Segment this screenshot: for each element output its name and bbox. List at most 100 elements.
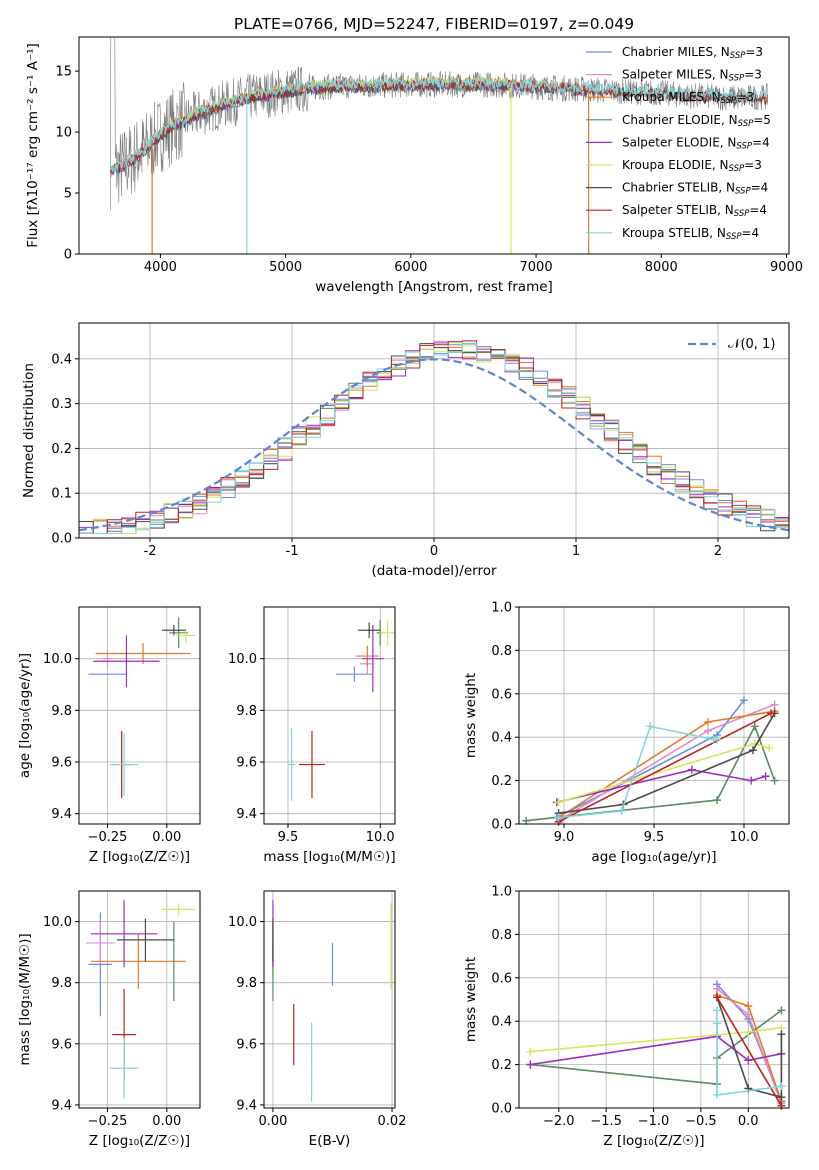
weight-marker <box>554 798 563 807</box>
histogram-krou_elodie <box>79 341 789 538</box>
weight-marker <box>646 722 655 731</box>
weight-marker <box>765 744 774 753</box>
y-axis-label: mass weight <box>463 673 479 758</box>
y-tick-label: 0.2 <box>491 1058 512 1073</box>
errorbar-krou_stelib <box>287 728 296 801</box>
weight-marker <box>761 772 770 781</box>
weight-marker <box>740 696 748 705</box>
normal-curve <box>79 358 789 532</box>
errorbar-krou_miles <box>356 645 379 667</box>
weight-marker <box>777 1093 786 1102</box>
y-axis-label: mass weight <box>463 957 479 1042</box>
y-tick-label: 0.0 <box>491 1102 512 1117</box>
x-tick-label: 9.0 <box>554 830 575 845</box>
weight-line-krou_elodie <box>558 742 770 804</box>
x-tick-label: 10.0 <box>730 830 759 845</box>
plot-area <box>109 37 768 254</box>
weight-marker <box>777 1006 786 1015</box>
axes-weight_vs_z: −2.0 −1.5 −1.0 −0.5 0.0 0.0 0.2 0.4 0.6 0.8 1.0 Z [… <box>463 885 790 1149</box>
y-tick-label: 10.0 <box>228 915 257 930</box>
plot-area <box>86 900 196 1099</box>
x-axis-label: wavelength [Angstrom, rest frame] <box>315 279 553 295</box>
y-tick-label: 0.0 <box>51 532 72 547</box>
errorbar-chab_stelib <box>116 918 174 962</box>
legend-label: Salpeter MILES, NSSP=3 <box>622 68 762 84</box>
y-tick-label: 0.6 <box>491 687 512 702</box>
weight-marker <box>750 722 759 731</box>
y-tick-label: 9.4 <box>51 1098 72 1113</box>
weight-marker <box>770 776 779 785</box>
y-tick-label: 0.4 <box>51 352 72 367</box>
x-tick-label: −1.0 <box>638 1114 670 1129</box>
x-tick-label: 1 <box>572 544 580 559</box>
weight-line-salp_elodie <box>556 768 766 804</box>
weight-marker <box>687 765 696 774</box>
histogram-krou_stelib <box>79 342 789 538</box>
y-tick-label: 9.8 <box>51 976 72 991</box>
x-axis-label: age [log₁₀(age/yr)] <box>591 849 716 865</box>
weight-marker <box>617 806 626 815</box>
plot-area <box>88 617 196 799</box>
x-tick-label: −0.25 <box>88 830 128 845</box>
plot-area <box>287 619 395 801</box>
errorbar-salp_elodie <box>90 900 158 968</box>
y-tick-label: 9.6 <box>51 1037 72 1052</box>
legend-label: Kroupa STELIB, NSSP=4 <box>622 226 759 242</box>
x-tick-label: 5000 <box>269 260 302 275</box>
errorbar-salp_elodie <box>93 635 160 688</box>
errorbar-krou_miles <box>90 933 186 989</box>
x-tick-label: 0.00 <box>258 1114 287 1129</box>
axes-spectrum: 4000 5000 6000 7000 8000 9000 0 5 10 15 wavelength… <box>25 36 803 295</box>
x-tick-label: 9000 <box>770 260 803 275</box>
plot-area <box>526 980 786 1110</box>
weight-line-salp_elodie <box>530 1035 782 1066</box>
plot-area <box>272 900 392 1102</box>
figure-title: PLATE=0766, MJD=52247, FIBERID=0197, z=0… <box>234 15 634 33</box>
y-axis-label: Normed distribution <box>21 363 37 498</box>
y-tick-label: 10.0 <box>43 915 72 930</box>
weight-marker <box>744 1056 753 1065</box>
weight-marker <box>704 726 712 735</box>
axes-weight_vs_age: 9.0 9.5 10.0 0.0 0.2 0.4 0.6 0.8 1.0 age [log₁₀(a… <box>463 601 790 865</box>
weight-line-salp_miles <box>559 703 775 821</box>
legend-label: Chabrier MILES, NSSP=3 <box>622 45 763 61</box>
errorbar-chab_stelib <box>358 622 381 638</box>
y-tick-label: 9.8 <box>236 704 257 719</box>
y-tick-label: 0.8 <box>491 928 512 943</box>
weight-marker <box>713 735 721 744</box>
legend-label: Kroupa ELODIE, NSSP=3 <box>622 158 762 174</box>
y-tick-label: 5 <box>64 187 72 202</box>
x-tick-label: 10.0 <box>366 830 395 845</box>
x-tick-label: -2 <box>144 544 157 559</box>
y-tick-label: 9.4 <box>236 1098 257 1113</box>
legend-label: Salpeter ELODIE, NSSP=4 <box>622 135 770 151</box>
axes-frame <box>78 36 790 255</box>
y-tick-label: 9.8 <box>236 976 257 991</box>
x-tick-label: 0.0 <box>738 1114 759 1129</box>
axes-age_vs_z: −0.25 0.00 9.4 9.6 9.8 10.0 Z [log₁₀(Z/Z☉)] age… <box>17 606 201 865</box>
errorbar-krou_miles <box>95 643 191 664</box>
errorbar-chab_elodie <box>169 617 189 649</box>
x-tick-label: −0.5 <box>685 1114 717 1129</box>
y-tick-label: 0.4 <box>491 731 512 746</box>
x-axis-label: Z [log₁₀(Z/Z☉)] <box>89 849 190 865</box>
legend-label: Kroupa MILES, NSSP=3 <box>622 90 754 106</box>
y-tick-label: 10.0 <box>43 652 72 667</box>
errorbar-chab_stelib <box>162 625 186 636</box>
histogram-salp_stelib <box>79 340 789 538</box>
weight-marker <box>747 776 756 785</box>
weight-line-salp_stelib <box>558 712 772 823</box>
weight-marker <box>713 1090 721 1099</box>
x-axis-label: (data-model)/error <box>371 563 497 579</box>
y-tick-label: 0.3 <box>51 397 72 412</box>
axes-frame <box>78 606 201 825</box>
errorbar-chab_miles <box>335 666 373 682</box>
weight-line-krou_stelib <box>716 1010 782 1096</box>
y-tick-label: 0.6 <box>491 971 512 986</box>
x-tick-label: 0.02 <box>378 1114 407 1129</box>
weight-line-chab_elodie <box>526 724 776 822</box>
weight-marker <box>744 1028 753 1037</box>
y-tick-label: 10 <box>55 126 72 141</box>
y-tick-label: 9.6 <box>236 1037 257 1052</box>
